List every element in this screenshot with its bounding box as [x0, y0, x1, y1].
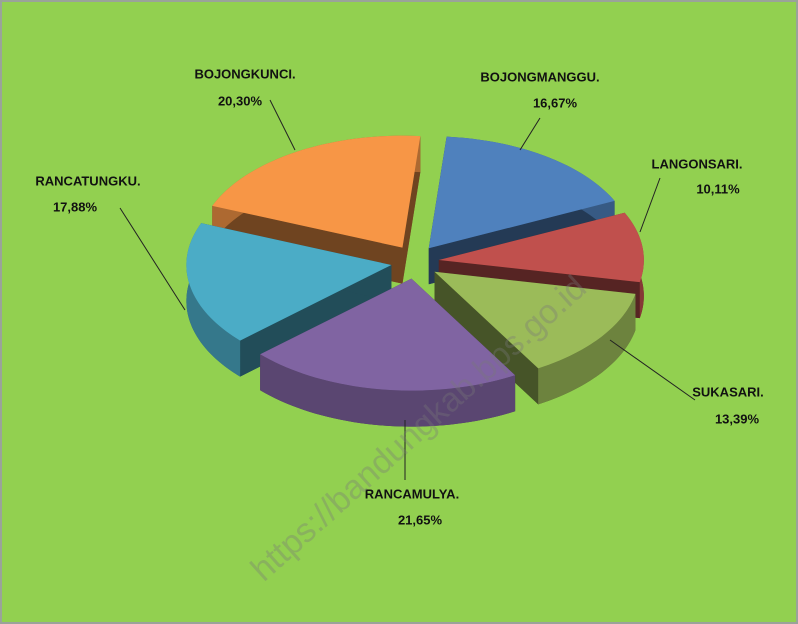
- slice: [438, 212, 644, 283]
- leader-line: [609, 339, 696, 401]
- leader-line: [639, 177, 661, 233]
- category-label: SUKASARI.: [692, 384, 764, 399]
- slice: [434, 271, 636, 369]
- slice-rim: [538, 293, 636, 405]
- leader-line: [519, 117, 541, 151]
- slice: [186, 223, 392, 341]
- slice: [260, 278, 516, 391]
- slice-rim: [260, 354, 516, 427]
- slice-wall: [402, 136, 421, 284]
- category-label: RANCATUNGKU.: [35, 173, 140, 188]
- slice-wall: [434, 271, 539, 405]
- slice: [428, 136, 615, 249]
- labels: BOJONGMANGGU. 16,67% LANGONSARI. 10,11% SUKA…: [35, 66, 763, 527]
- slice: [212, 135, 421, 248]
- value-label: 16,67%: [533, 95, 578, 110]
- leader-line: [269, 99, 296, 151]
- slice-rim: [186, 223, 241, 377]
- pie: [186, 135, 644, 427]
- value-label: 21,65%: [398, 512, 443, 527]
- leader-line: [119, 207, 186, 311]
- value-label: 20,30%: [218, 93, 263, 108]
- category-label: BOJONGMANGGU.: [480, 69, 599, 84]
- value-label: 10,11%: [696, 181, 740, 196]
- value-label: 13,39%: [715, 411, 760, 426]
- category-label: BOJONGKUNCI.: [194, 66, 295, 81]
- category-label: RANCAMULYA.: [365, 486, 459, 501]
- value-label: 17,88%: [53, 199, 98, 214]
- category-label: LANGONSARI.: [652, 156, 743, 171]
